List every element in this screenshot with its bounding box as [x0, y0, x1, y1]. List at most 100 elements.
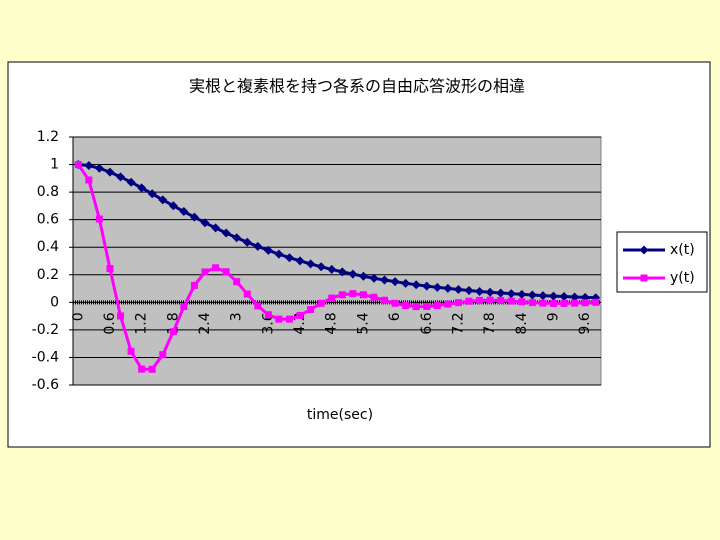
data-point [105, 167, 115, 177]
data-point [423, 302, 431, 310]
data-point [571, 299, 579, 307]
data-point [443, 283, 453, 293]
data-point [497, 296, 505, 304]
data-point [148, 365, 156, 373]
data-point [211, 223, 221, 233]
data-point [179, 207, 189, 217]
y-tick-label: 0.6 [37, 212, 59, 228]
data-point [127, 347, 135, 355]
data-point [560, 299, 568, 307]
data-point [264, 311, 272, 319]
data-point [581, 299, 589, 307]
data-point [169, 328, 177, 336]
x-tick-label: 2.4 [197, 312, 213, 334]
data-point [486, 296, 494, 304]
data-point [263, 245, 273, 255]
data-point [106, 265, 114, 273]
x-tick-label: 4.8 [324, 312, 340, 334]
x-tick-label: 6.6 [419, 312, 435, 334]
data-point [432, 282, 442, 292]
data-point [549, 299, 557, 307]
x-tick-label: 7.2 [450, 312, 466, 334]
data-point [464, 285, 474, 295]
data-point [358, 271, 368, 281]
x-tick-label: 0 [70, 312, 86, 321]
x-tick-label: 1.2 [134, 312, 150, 334]
data-point [85, 176, 93, 184]
data-point [126, 177, 136, 187]
data-point [242, 237, 252, 247]
data-point [190, 281, 198, 289]
data-point [496, 288, 506, 298]
data-point [284, 253, 294, 263]
data-point [570, 292, 580, 302]
data-point [359, 291, 367, 299]
data-point [412, 303, 420, 311]
data-point [539, 299, 547, 307]
data-point [243, 290, 251, 298]
data-point [453, 285, 463, 295]
data-point [168, 201, 178, 211]
data-point [147, 189, 157, 199]
x-tick-label: 3 [229, 312, 245, 321]
y-tick-label: 1.2 [37, 129, 59, 145]
legend-marker [639, 245, 649, 255]
data-point [317, 299, 325, 307]
data-point [200, 218, 210, 228]
data-point [232, 233, 242, 243]
data-point [401, 278, 411, 288]
data-point [433, 302, 441, 310]
data-point [411, 280, 421, 290]
data-point [233, 278, 241, 286]
data-point [370, 293, 378, 301]
data-point [328, 294, 336, 302]
data-point [391, 299, 399, 307]
data-point [390, 277, 400, 287]
data-point [327, 264, 337, 274]
x-tick-label: 8.4 [514, 312, 530, 334]
legend-label: x(t) [670, 242, 695, 258]
data-point [527, 290, 537, 300]
data-point [116, 172, 126, 182]
data-point [517, 289, 527, 299]
data-point [402, 302, 410, 310]
x-tick-label: 6 [387, 312, 403, 321]
x-tick-label: 7.8 [482, 312, 498, 334]
data-point [94, 163, 104, 173]
data-point [548, 291, 558, 301]
legend-marker [640, 274, 648, 282]
data-point [454, 299, 462, 307]
data-point [507, 297, 515, 305]
y-tick-label: 1 [50, 157, 59, 173]
data-point [307, 305, 315, 313]
data-point [465, 297, 473, 305]
data-point [274, 249, 284, 259]
chart-title: 実根と複素根を持つ各系の自由応答波形の相違 [189, 77, 525, 96]
plot-area [72, 136, 602, 386]
data-point [506, 289, 516, 299]
data-point [476, 296, 484, 304]
data-point [159, 351, 167, 359]
data-point [306, 259, 316, 269]
data-point [254, 302, 262, 310]
data-point [592, 298, 600, 306]
data-point [137, 183, 147, 193]
y-tick-label: 0.4 [37, 239, 59, 255]
data-point [296, 311, 304, 319]
x-tick-label: 9.6 [577, 312, 593, 334]
legend-box [616, 231, 708, 293]
y-tick-label: 0 [50, 294, 59, 310]
legend-label: y(t) [670, 270, 695, 286]
y-tick-label: -0.6 [32, 377, 59, 393]
data-point [74, 161, 82, 169]
data-point [381, 296, 389, 304]
data-point [444, 300, 452, 308]
data-point [222, 268, 230, 276]
data-point [528, 299, 536, 307]
data-point [201, 268, 209, 276]
data-point [285, 315, 293, 323]
data-point [485, 287, 495, 297]
data-point [180, 303, 188, 311]
data-point [518, 298, 526, 306]
data-point [212, 264, 220, 272]
